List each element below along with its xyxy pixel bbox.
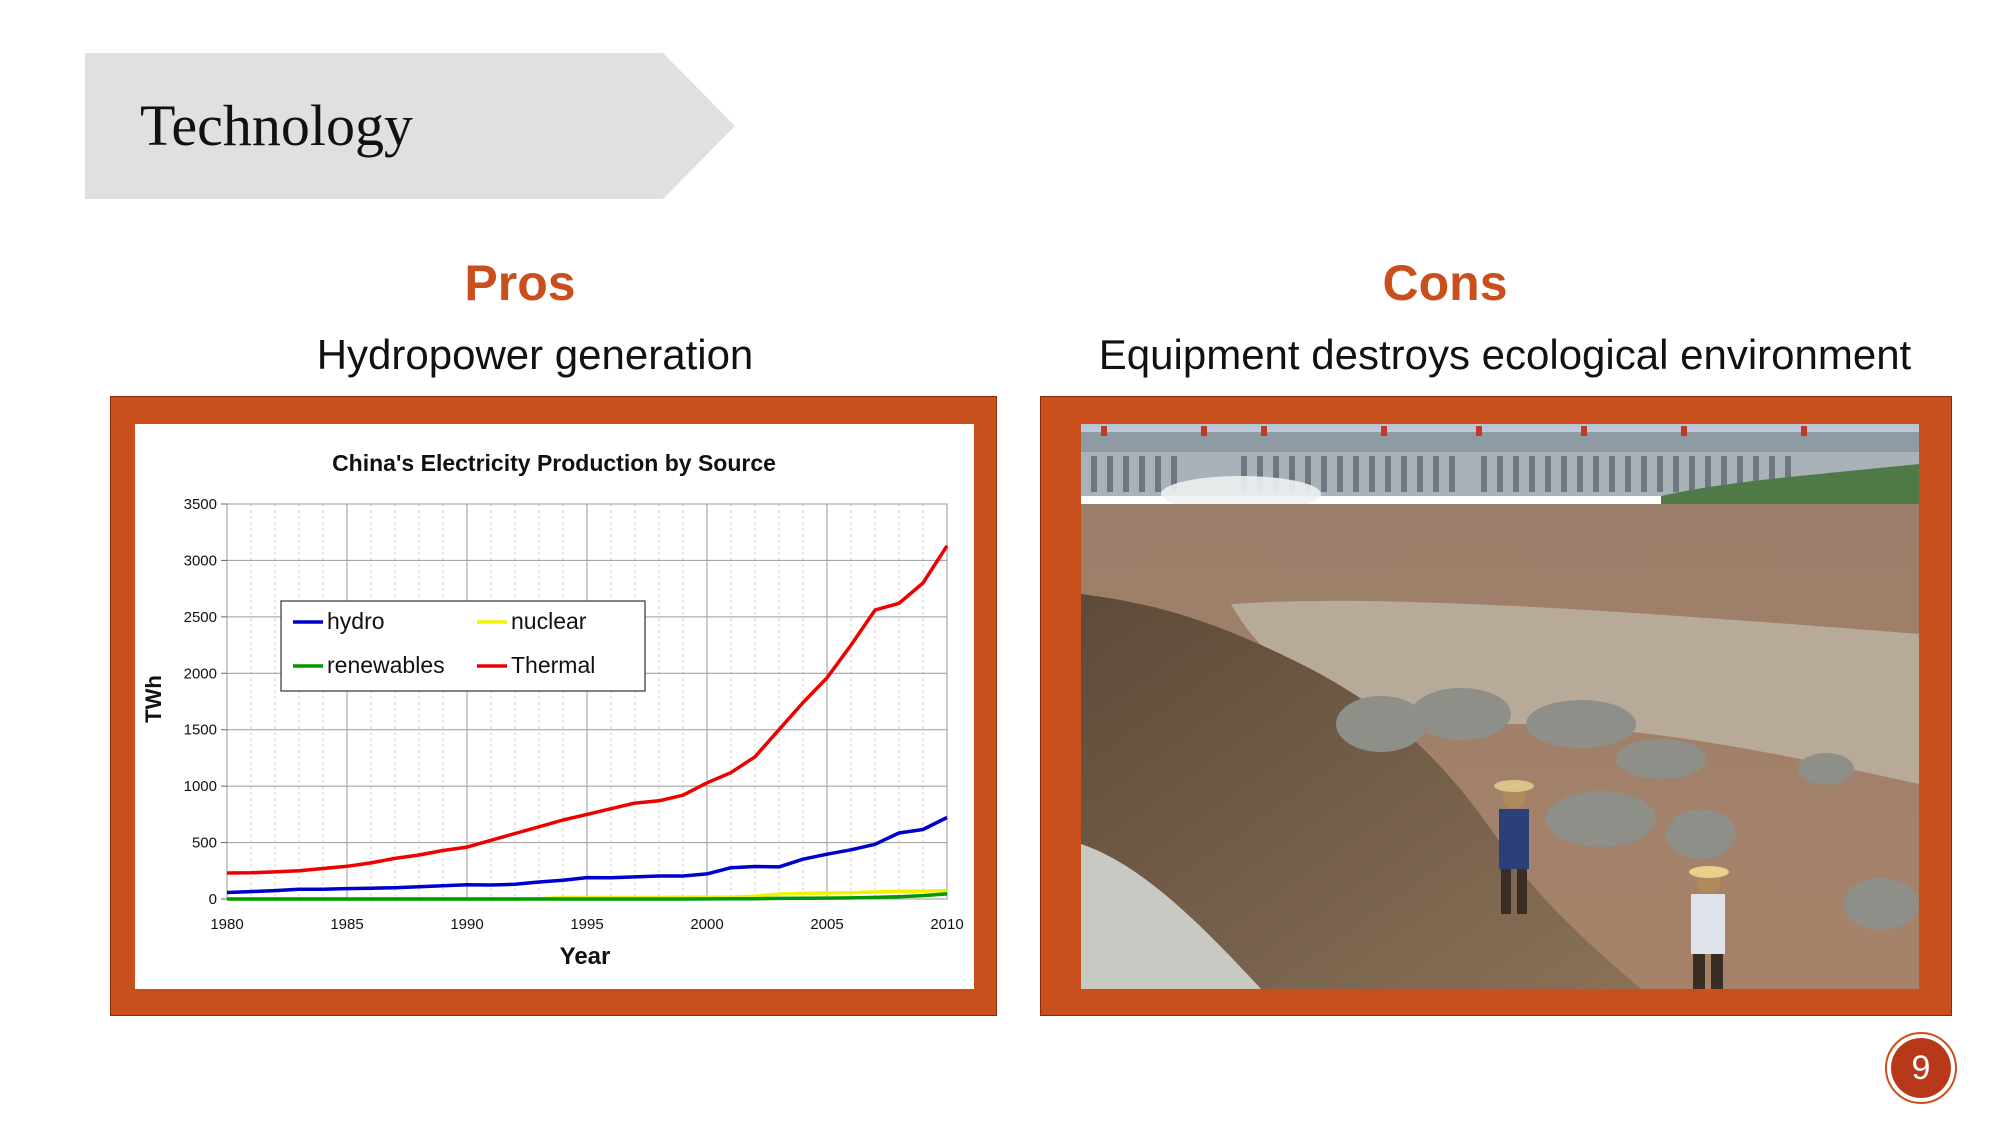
x-tick-label: 1990: [450, 916, 483, 933]
slide-title: Technology: [140, 93, 413, 158]
page-number: 9: [1911, 1049, 1931, 1087]
legend-label-nuclear: nuclear: [511, 608, 587, 634]
x-tick-label: 1985: [330, 916, 363, 933]
y-tick-label: 3000: [184, 552, 217, 569]
photo-frame: [1040, 396, 1952, 1016]
x-tick-label: 2005: [810, 916, 843, 933]
x-tick-label: 2010: [930, 916, 963, 933]
y-tick-label: 2500: [184, 609, 217, 626]
concrete-bank: [1081, 844, 1261, 989]
series-line-thermal: [226, 544, 949, 875]
page-number-badge: 9: [1885, 1032, 1957, 1104]
pros-heading: Pros: [464, 255, 576, 311]
y-tick-label: 3500: [184, 496, 217, 513]
dam-debris-photo: [1081, 424, 1919, 989]
x-tick-label: 1995: [570, 916, 603, 933]
legend-box: [280, 600, 646, 692]
y-axis-label: TWh: [141, 675, 166, 723]
cons-heading: Cons: [1382, 255, 1508, 311]
y-tick-label: 500: [192, 835, 217, 852]
legend-label-renewables: renewables: [327, 652, 445, 678]
rocks: [1336, 688, 1919, 930]
chart-axes: 1980 1985 1990 1995 2000 2005 2010 0 500 1000 1500…: [184, 496, 964, 933]
water-spray: [1161, 476, 1321, 512]
chart-title: China's Electricity Production by Source: [332, 450, 776, 476]
y-tick-label: 2000: [184, 665, 217, 682]
y-tick-label: 1500: [184, 722, 217, 739]
worker-figures: [1494, 780, 1729, 989]
chart-series: [226, 544, 949, 901]
pros-subtitle: Hydropower generation: [316, 331, 754, 378]
title-banner: Technology: [85, 53, 735, 199]
legend-label-hydro: hydro: [327, 608, 385, 634]
legend-label-thermal: Thermal: [511, 652, 595, 678]
y-tick-label: 0: [209, 891, 217, 908]
page-badge-circle: [1885, 1032, 1957, 1104]
series-line-hydro: [226, 815, 948, 895]
chart-panel: China's Electricity Production by Source…: [135, 424, 974, 989]
floating-debris: [1231, 600, 1919, 784]
series-line-renewables: [227, 892, 948, 901]
x-tick-label: 2000: [690, 916, 723, 933]
hills: [1661, 464, 1919, 514]
banner-arrow-shape: [85, 53, 735, 199]
y-tick-label: 1000: [184, 778, 217, 795]
chart-legend: hydro nuclear renewables Thermal: [280, 600, 646, 692]
x-axis-label: Year: [560, 943, 611, 970]
electricity-production-chart: China's Electricity Production by Source…: [141, 450, 964, 970]
x-tick-label: 1980: [210, 916, 243, 933]
chart-frame: China's Electricity Production by Source…: [110, 396, 997, 1016]
dam-debris-illustration: [1081, 424, 1919, 989]
chart-grid: [226, 503, 948, 900]
cons-subtitle: Equipment destroys ecological environmen…: [1098, 331, 1912, 378]
